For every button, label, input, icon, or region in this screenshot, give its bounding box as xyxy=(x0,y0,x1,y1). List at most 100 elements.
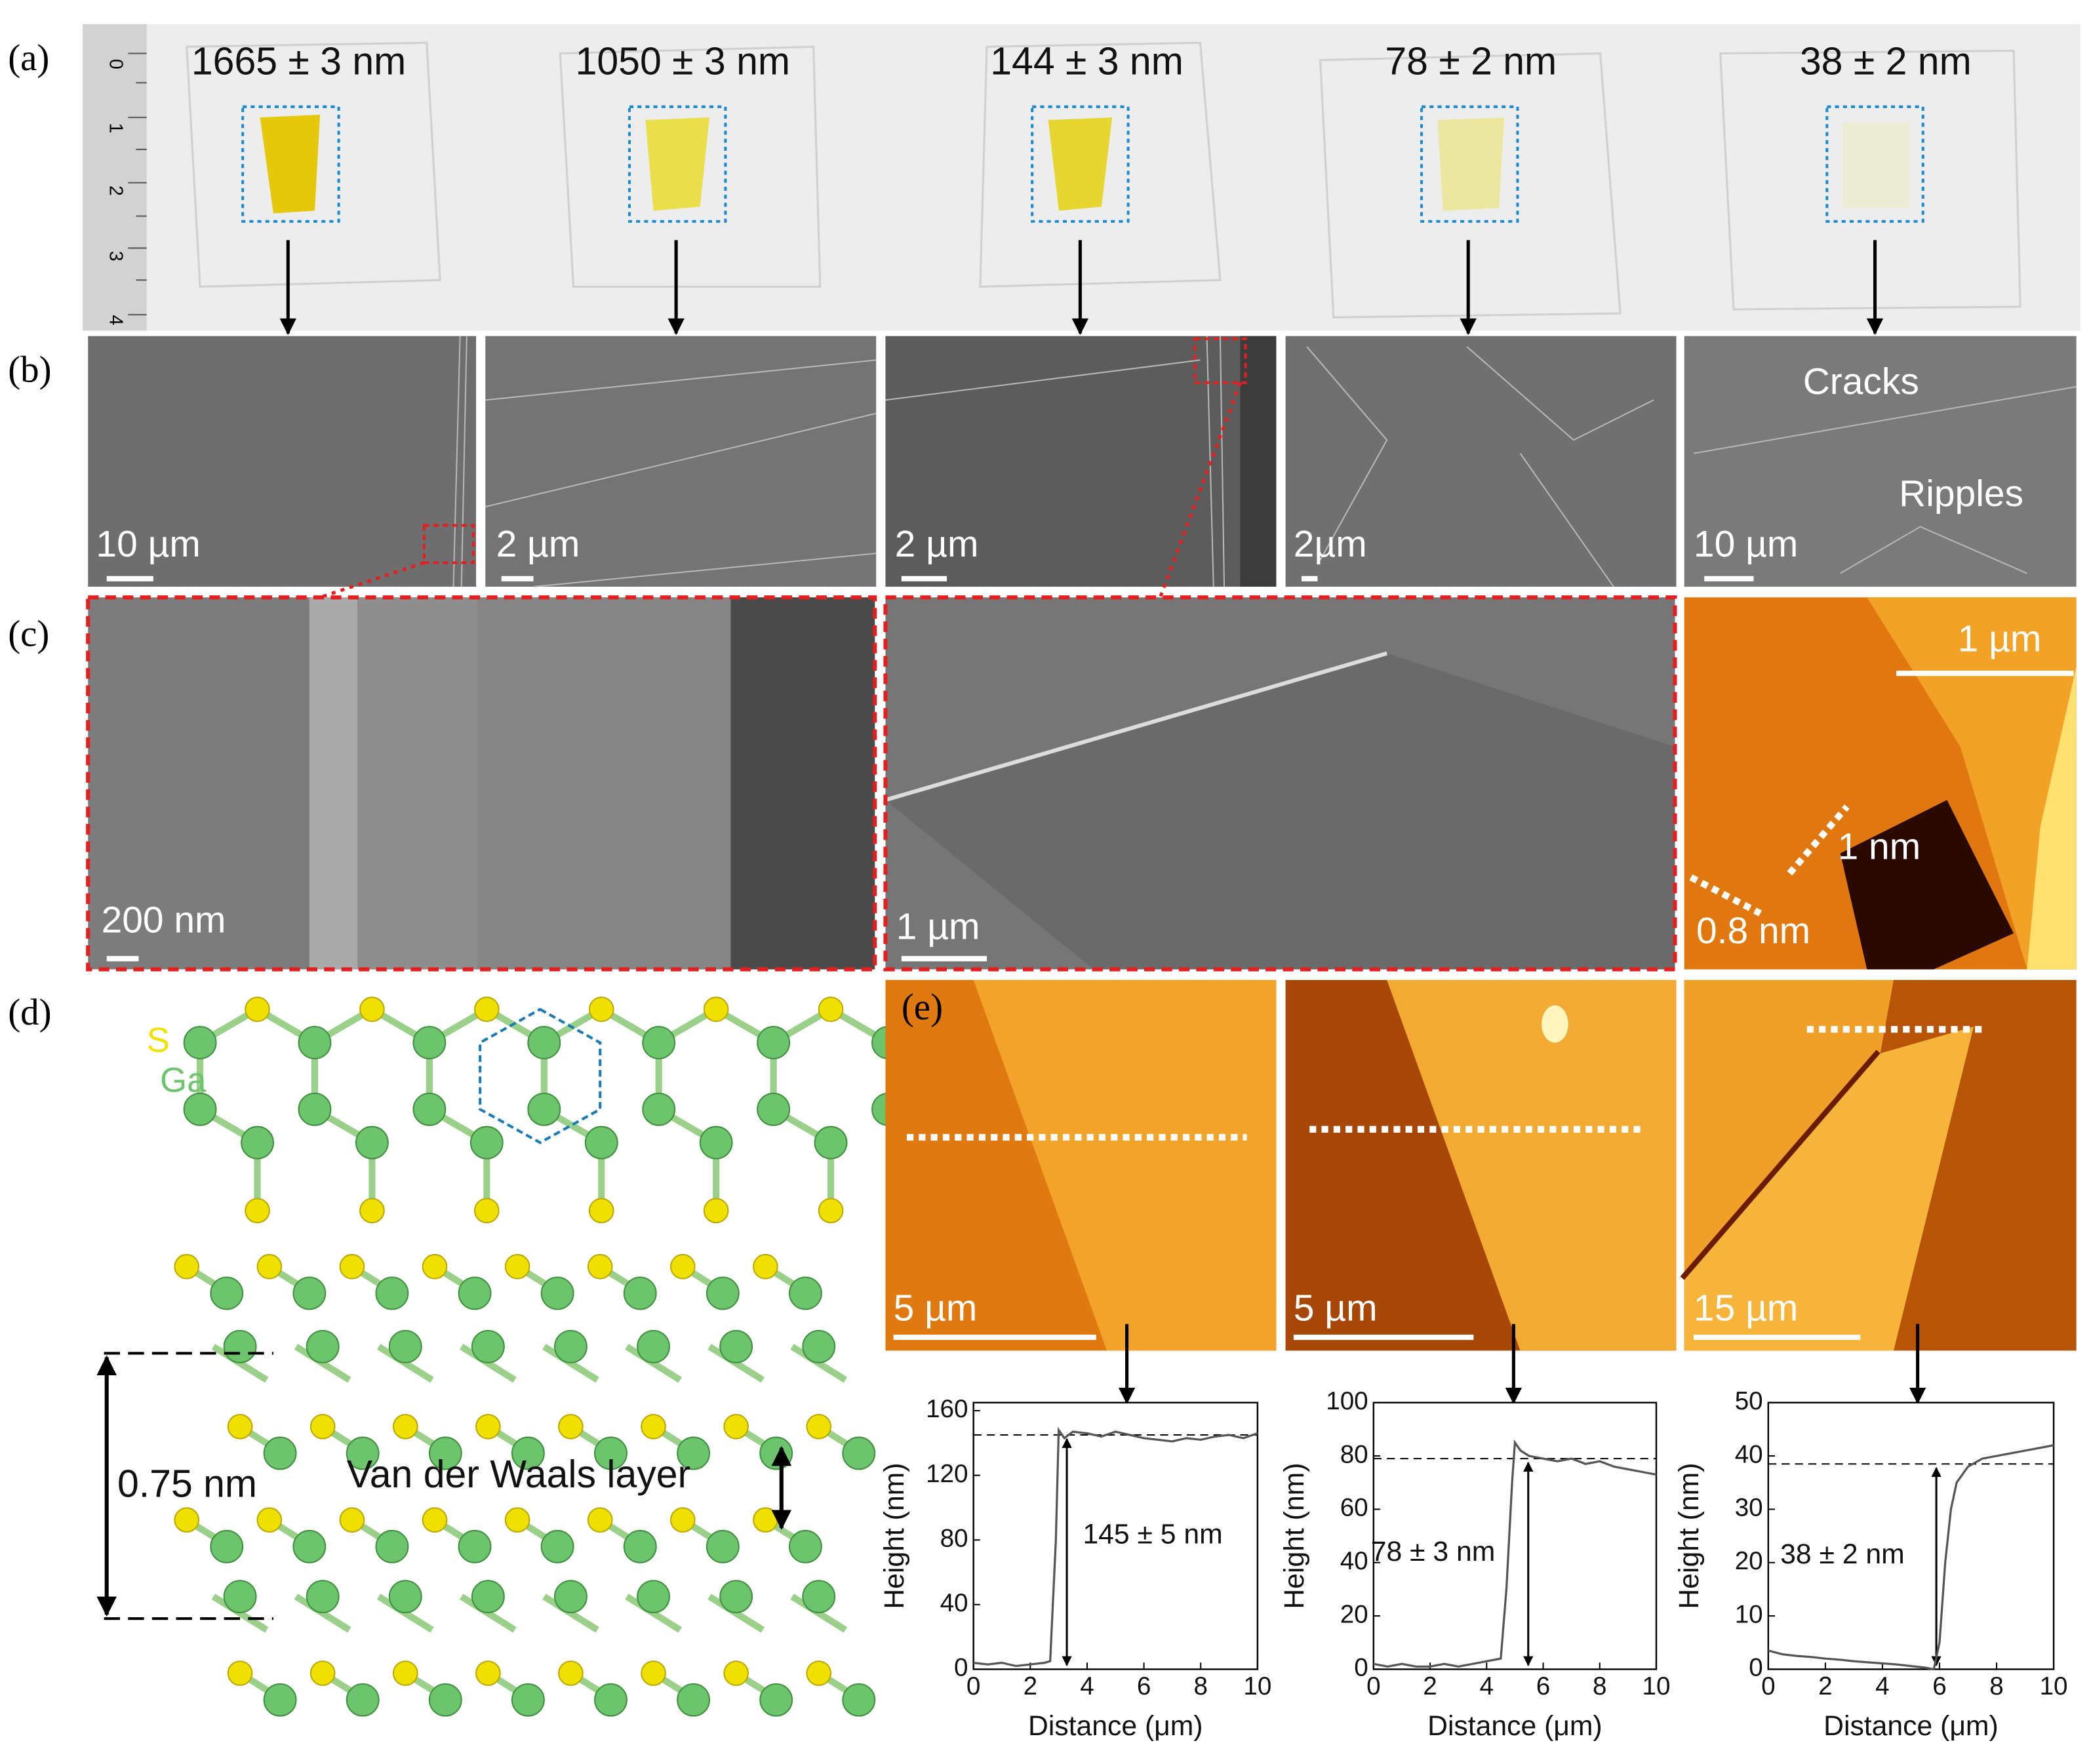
x-tick-label: 6 xyxy=(1137,1672,1151,1700)
y-tick-label: 40 xyxy=(1735,1440,1763,1468)
y-axis-label: Height (nm) xyxy=(1673,1463,1705,1609)
x-axis-label: Distance (μm) xyxy=(1823,1710,1999,1742)
atom xyxy=(677,1683,710,1717)
atom xyxy=(757,1026,791,1059)
atom xyxy=(412,1026,447,1059)
panel-label: (b) xyxy=(8,349,51,391)
atom xyxy=(587,1253,613,1280)
atom xyxy=(706,1529,740,1563)
atom xyxy=(637,1329,670,1363)
atom xyxy=(753,1507,778,1533)
atom-label: S xyxy=(147,1021,170,1060)
atom xyxy=(703,1198,729,1224)
afm-row xyxy=(885,979,2077,1405)
atom xyxy=(703,996,729,1023)
atom xyxy=(428,1436,462,1470)
atom xyxy=(623,1276,657,1310)
atom xyxy=(554,1329,587,1363)
x-tick-label: 8 xyxy=(1989,1672,2003,1700)
atom xyxy=(359,996,385,1023)
x-tick-label: 2 xyxy=(1024,1672,1037,1700)
atom xyxy=(594,1436,627,1470)
y-tick-label: 160 xyxy=(926,1395,968,1423)
atom xyxy=(223,1329,257,1363)
scale-bar-label: 2 µm xyxy=(496,523,580,565)
atom xyxy=(788,1529,822,1563)
atom xyxy=(818,996,844,1023)
atom xyxy=(814,1126,848,1160)
ruler-label: 2 xyxy=(105,186,126,196)
y-axis-label: Height (nm) xyxy=(879,1463,910,1609)
atom xyxy=(298,1026,332,1059)
atom xyxy=(753,1253,778,1280)
atom xyxy=(818,1198,844,1224)
panel-label: (d) xyxy=(8,992,51,1033)
atom xyxy=(359,1198,385,1224)
atom xyxy=(339,1253,365,1280)
y-tick-label: 10 xyxy=(1735,1600,1763,1628)
annotation: 0.8 nm xyxy=(1696,910,1810,952)
atom-label: Ga xyxy=(160,1061,207,1100)
annotation: Ripples xyxy=(1899,473,2023,515)
atom xyxy=(641,1660,666,1686)
atom xyxy=(723,1660,749,1686)
atom xyxy=(412,1092,447,1126)
atom xyxy=(183,1026,217,1059)
scale-bar-label: 200 nm xyxy=(102,899,226,941)
y-tick-label: 60 xyxy=(1340,1494,1368,1522)
atom xyxy=(346,1436,380,1470)
atom xyxy=(298,1092,332,1126)
scale-bar-label: 2µm xyxy=(1294,523,1367,565)
zoom-row xyxy=(86,382,2077,971)
atom xyxy=(245,996,270,1023)
ruler-label: 4 xyxy=(105,315,126,325)
atom xyxy=(174,1507,200,1533)
scale-bar-label: 5 µm xyxy=(1294,1287,1378,1329)
panel-label: (c) xyxy=(8,613,49,654)
atom xyxy=(641,1413,666,1440)
atom xyxy=(339,1507,365,1533)
atom xyxy=(392,1660,418,1686)
atom xyxy=(292,1529,327,1563)
annotation: 38 ± 2 nm xyxy=(1780,1539,1905,1570)
layer-label: Van der Waals layer xyxy=(347,1453,690,1496)
panel-label: (a) xyxy=(8,37,49,79)
atom xyxy=(309,1413,336,1440)
atom xyxy=(227,1660,253,1686)
x-tick-label: 2 xyxy=(1423,1672,1437,1700)
atom xyxy=(540,1529,574,1563)
plot-frame xyxy=(1767,1401,2055,1670)
atom xyxy=(375,1529,409,1563)
atom xyxy=(375,1276,409,1310)
thickness-label: 144 ± 3 nm xyxy=(990,40,1184,83)
atom xyxy=(471,1580,505,1614)
atom xyxy=(475,1660,501,1686)
annotation: 78 ± 3 nm xyxy=(1371,1536,1496,1567)
ruler-label: 1 xyxy=(105,123,126,133)
x-tick-label: 0 xyxy=(1761,1672,1775,1700)
scale-bar-label: 10 µm xyxy=(1694,523,1798,565)
atom xyxy=(511,1436,545,1470)
atom xyxy=(802,1580,836,1614)
atom xyxy=(723,1413,749,1440)
scale-bar-label: 15 µm xyxy=(1694,1287,1798,1329)
atom xyxy=(210,1529,244,1563)
atom xyxy=(475,1413,501,1440)
x-tick-label: 8 xyxy=(1193,1672,1207,1700)
atom xyxy=(292,1276,327,1310)
atom xyxy=(587,1507,613,1533)
atom xyxy=(719,1329,753,1363)
atom xyxy=(183,1092,217,1126)
spacing-marker xyxy=(96,1352,792,1620)
x-tick-label: 2 xyxy=(1818,1672,1832,1700)
x-tick-label: 8 xyxy=(1593,1672,1606,1700)
atom xyxy=(263,1436,297,1470)
atom xyxy=(788,1276,822,1310)
x-tick-label: 6 xyxy=(1536,1672,1550,1700)
ruler-label: 3 xyxy=(105,251,126,262)
atom xyxy=(306,1580,340,1614)
y-tick-label: 0 xyxy=(954,1654,968,1682)
atom xyxy=(263,1683,297,1717)
x-tick-label: 10 xyxy=(1642,1672,1670,1700)
atom xyxy=(677,1436,710,1470)
